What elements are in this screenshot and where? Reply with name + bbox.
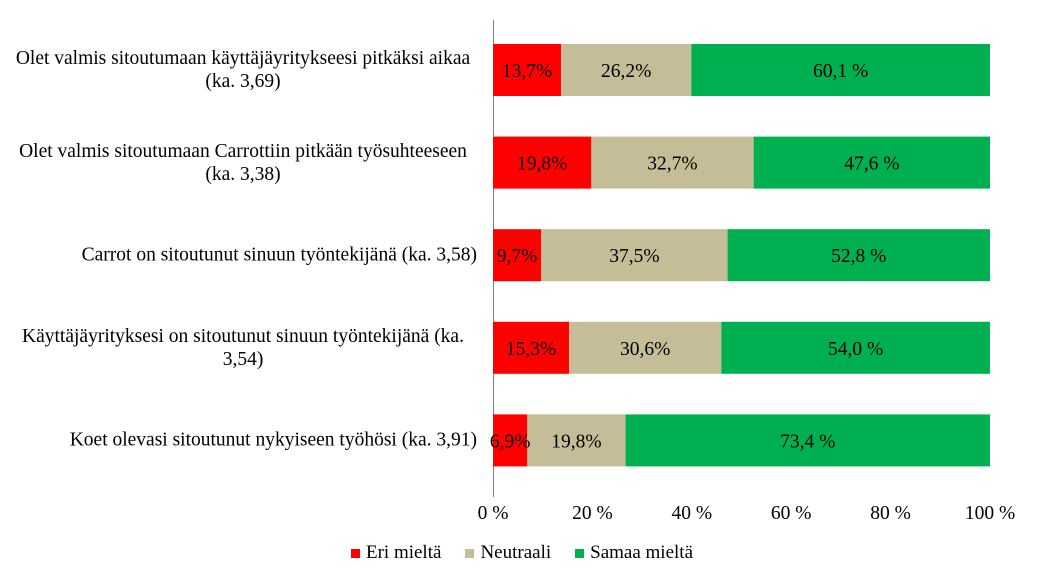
legend-swatch-neutraali	[465, 548, 475, 558]
data-label-eri-mielta-5: 6,9%	[490, 431, 531, 452]
bar-samaa-mielta-4	[721, 321, 990, 374]
bar-neutraali-5	[527, 414, 626, 467]
x-tick-label-80: 80 %	[870, 503, 911, 524]
legend-label-neutraali: Neutraali	[480, 542, 552, 563]
data-label-samaa-mielta-4: 54,0 %	[828, 339, 883, 360]
legend-swatch-samaa-mielta	[575, 548, 585, 558]
bar-eri-mielta-5	[493, 414, 528, 467]
data-label-samaa-mielta-5: 73,4 %	[780, 431, 835, 452]
bar-samaa-mielta-2	[753, 136, 990, 189]
bar-samaa-mielta-1	[691, 44, 990, 96]
data-label-neutraali-2: 32,7%	[647, 154, 697, 175]
data-label-neutraali-5: 19,8%	[551, 431, 601, 452]
category-label-2: Olet valmis sitoutumaan Carrottiin pitkä…	[19, 140, 467, 185]
legend-label-eri-mielta: Eri mieltä	[365, 542, 442, 563]
data-label-eri-mielta-3: 9,7%	[497, 246, 538, 267]
bar-eri-mielta-1	[493, 44, 562, 96]
bar-eri-mielta-3	[493, 229, 542, 282]
bar-eri-mielta-4	[493, 321, 570, 374]
x-tick-label-60: 60 %	[771, 503, 812, 524]
legend-item-neutraali: Neutraali	[465, 541, 551, 565]
bar-neutraali-3	[541, 229, 728, 282]
bar-neutraali-4	[569, 321, 722, 374]
data-label-eri-mielta-4: 15,3%	[506, 339, 556, 360]
x-tick-label-40: 40 %	[671, 503, 712, 524]
x-tick-label-0: 0 %	[478, 503, 509, 524]
legend: Eri mieltä Neutraali Samaa mieltä	[5, 541, 1039, 565]
data-label-eri-mielta-1: 13,7%	[502, 61, 552, 82]
bar-neutraali-1	[561, 44, 692, 96]
data-label-neutraali-3: 37,5%	[609, 246, 659, 267]
legend-item-samaa-mielta: Samaa mieltä	[575, 541, 693, 565]
legend-swatch-eri-mielta	[350, 548, 360, 558]
category-label-5: Koet olevasi sitoutunut nykyiseen työhös…	[69, 429, 477, 451]
legend-label-samaa-mielta: Samaa mieltä	[590, 542, 694, 563]
bar-eri-mielta-2	[493, 136, 592, 189]
data-label-eri-mielta-2: 19,8%	[517, 154, 567, 175]
data-label-neutraali-1: 26,2%	[601, 61, 651, 82]
category-label-4: Käyttäjäyrityksesi on sitoutunut sinuun …	[22, 325, 464, 370]
category-label-1: Olet valmis sitoutumaan käyttäjäyritykse…	[15, 48, 471, 92]
bar-samaa-mielta-3	[727, 229, 990, 282]
x-tick-label-100: 100 %	[965, 503, 1015, 524]
data-label-samaa-mielta-3: 52,8 %	[831, 246, 886, 267]
bar-samaa-mielta-5	[625, 414, 990, 467]
bar-neutraali-2	[591, 136, 754, 189]
category-label-3: Carrot on sitoutunut sinuun työntekijänä…	[81, 244, 477, 266]
x-tick-label-20: 20 %	[572, 503, 613, 524]
data-label-samaa-mielta-2: 47,6 %	[844, 154, 899, 175]
data-label-neutraali-4: 30,6%	[620, 339, 670, 360]
legend-item-eri-mielta: Eri mieltä	[350, 541, 442, 565]
data-label-samaa-mielta-1: 60,1 %	[813, 61, 868, 82]
